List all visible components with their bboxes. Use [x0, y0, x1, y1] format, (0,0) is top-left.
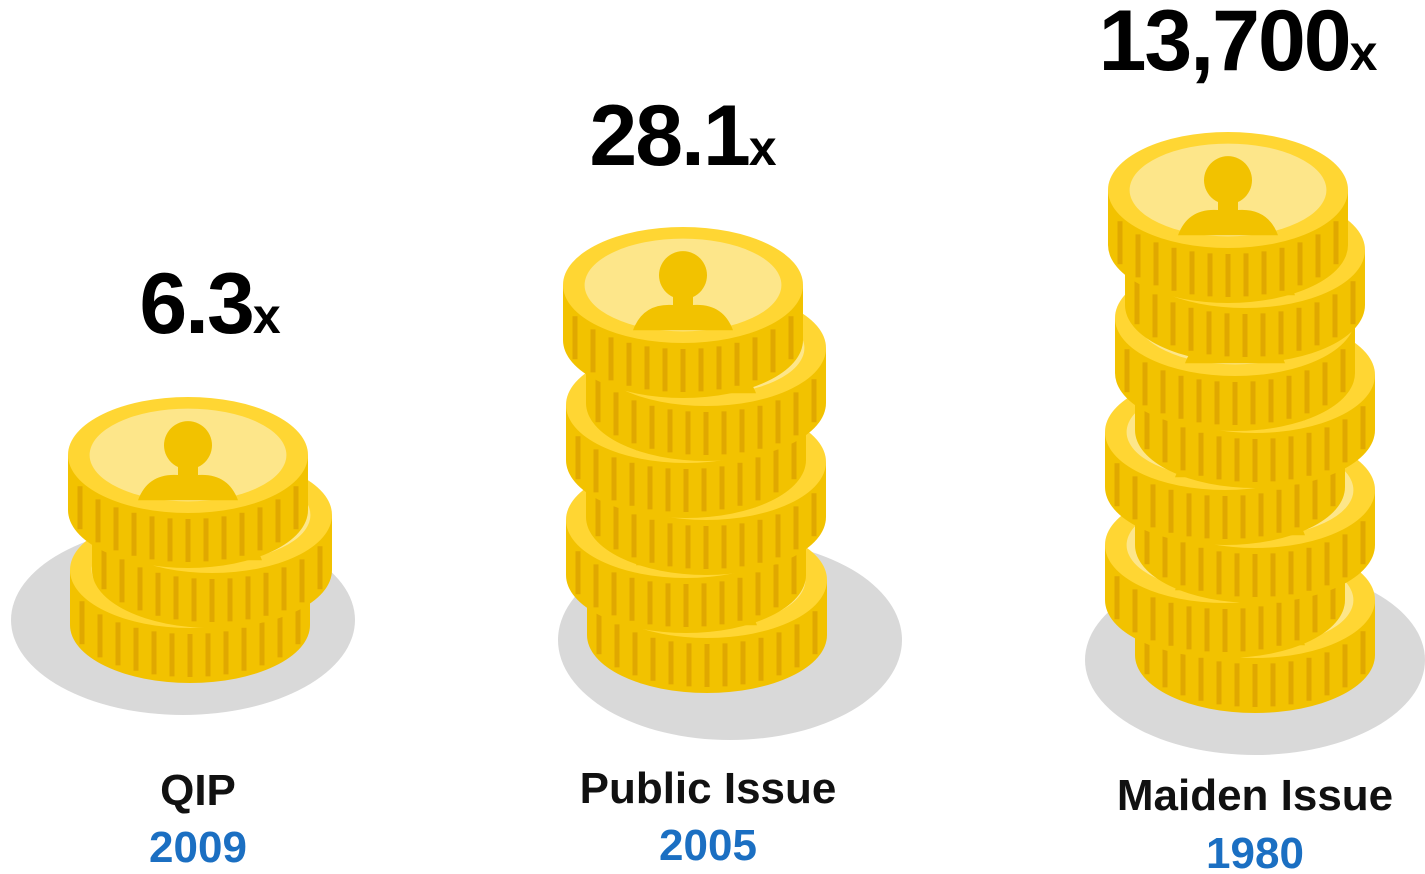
multiple-number: 28.1: [589, 88, 749, 184]
multiple-value: 28.1x: [589, 88, 776, 184]
multiple-unit: x: [1350, 25, 1378, 81]
coin: [563, 227, 803, 398]
issue-label: QIP: [160, 766, 236, 815]
multiple-value: 13,700x: [1099, 0, 1378, 89]
coin: [1108, 132, 1348, 303]
issue-year: 2009: [149, 823, 247, 872]
coin-stack: [11, 397, 355, 715]
coin-portrait: [633, 251, 733, 331]
multiple-unit: x: [253, 288, 281, 344]
multiple-number: 13,700: [1099, 0, 1350, 89]
issue-year: 2005: [659, 821, 757, 870]
coin-portrait: [1178, 156, 1278, 236]
multiple-value: 6.3x: [139, 256, 281, 352]
issue-label: Maiden Issue: [1117, 771, 1393, 820]
issue-year: 1980: [1206, 829, 1304, 874]
multiple-unit: x: [749, 120, 777, 176]
multiple-number: 6.3: [139, 256, 253, 352]
coin: [68, 397, 308, 568]
issue-label: Public Issue: [580, 764, 837, 813]
coin-stack: [1085, 132, 1425, 755]
coin-portrait: [138, 421, 238, 501]
coin-stack: [558, 227, 902, 740]
